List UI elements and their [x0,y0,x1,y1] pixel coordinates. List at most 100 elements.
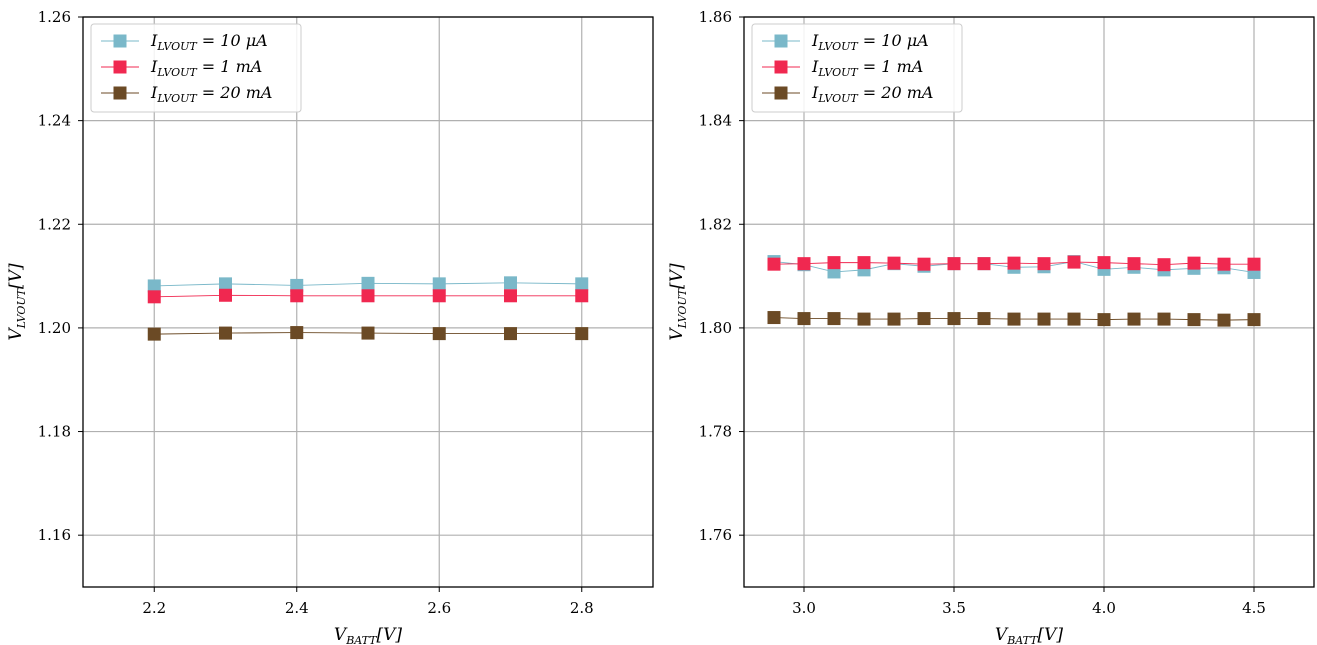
label-subscript: LVOUT [15,287,28,329]
data-point [290,289,304,303]
legend-item: ILVOUT = 20 mA [101,83,272,105]
label-main: V [334,625,348,645]
legend-label: ILVOUT = 20 mA [811,83,933,105]
y-tick-label: 1.76 [699,526,732,544]
legend-label: ILVOUT = 10 μA [150,31,268,53]
y-tick-label: 1.82 [699,215,732,233]
data-point [887,256,901,270]
data-point [827,256,841,270]
y-tick-label: 1.26 [38,8,71,26]
plot-frame [743,16,1315,588]
label-unit: [V] [6,263,26,289]
data-point [797,257,811,271]
data-point [947,312,961,326]
legend-marker [774,60,788,74]
data-point [504,276,517,290]
label-subscript: LVOUT [676,287,689,329]
label-subscript: BATT [345,634,378,645]
series-2 [767,311,1261,327]
legend-label-rest: = 20 mA [858,83,934,102]
label-main: V [667,327,687,341]
series-0 [147,276,589,293]
data-point [147,327,161,341]
data-point [1187,313,1201,327]
legend-label-rest: = 20 mA [197,83,273,102]
data-point [432,289,446,303]
series-1 [767,255,1261,272]
legend-frame [90,23,302,113]
legend-label-subscript: LVOUT [817,40,859,53]
legend-label-subscript: LVOUT [156,66,198,79]
series-1 [147,288,589,304]
data-point [290,278,304,292]
data-point [767,311,781,325]
legend-label-main: I [150,83,158,102]
data-point [1217,313,1231,327]
data-point [1097,313,1111,327]
legend-label-main: I [811,31,819,50]
legend-item: ILVOUT = 1 mA [101,57,262,79]
legend-label-subscript: LVOUT [156,92,198,105]
data-point [432,277,446,291]
label-subscript: BATT [1006,634,1039,645]
label-main: V [995,625,1009,645]
plot-frame [82,16,654,588]
y-tick-label: 1.78 [699,423,732,441]
legend-label-rest: = 1 mA [858,57,924,76]
data-point [977,312,991,326]
legend-label-rest: = 10 μA [858,31,929,50]
label-unit: [V] [667,263,687,289]
data-point [827,312,841,326]
data-point [219,277,232,291]
x-tick-label: 3.0 [792,599,816,617]
y-tick-label: 1.22 [38,215,71,233]
data-point [575,289,589,303]
legend-label-main: I [150,57,158,76]
label-unit: [V] [377,625,403,645]
x-tick-label: 2.6 [427,599,451,617]
data-point [575,277,589,291]
data-point [887,312,901,326]
x-tick-label: 4.0 [1092,599,1116,617]
left-plot: 2.2 2.4 2.6 2.81.161.181.201.221.241.26VBAT… [6,8,654,645]
legend-label-rest: = 1 mA [197,57,263,76]
data-point [1247,313,1261,327]
data-point [361,326,375,340]
legend-label-main: I [811,83,819,102]
legend-label: ILVOUT = 1 mA [150,57,262,79]
series-2 [147,326,589,341]
data-point [917,257,931,271]
data-point [432,327,446,341]
legend-label: ILVOUT = 1 mA [811,57,923,79]
data-point [361,276,375,290]
y-tick-label: 1.16 [38,526,71,544]
data-point [947,257,961,271]
legend-frame [751,23,963,113]
y-tick-label: 1.84 [699,112,732,130]
x-axis-label: VBATT[V] [995,625,1064,645]
label-main: V [6,327,26,341]
data-point [857,256,871,270]
y-tick-label: 1.86 [699,8,732,26]
data-point [1097,256,1111,270]
data-point [767,257,781,271]
data-point [1037,257,1051,271]
data-point [290,326,304,340]
data-point [1187,256,1201,270]
legend-item: ILVOUT = 1 mA [762,57,923,79]
data-point [147,279,161,293]
data-point [917,312,931,326]
legend-label: ILVOUT = 20 mA [150,83,272,105]
data-point [1127,257,1141,271]
x-tick-label: 4.5 [1242,599,1266,617]
y-tick-label: 1.20 [38,319,71,337]
legend-label-rest: = 10 μA [197,31,268,50]
data-point [1007,256,1021,270]
right-plot: 3.0 3.5 4.0 4.51.761.781.801.821.841.86VBAT… [667,8,1315,645]
data-point [219,288,232,302]
data-point [361,289,375,303]
data-point [1067,312,1081,326]
legend-marker [113,34,127,48]
x-tick-label: 2.8 [570,599,594,617]
